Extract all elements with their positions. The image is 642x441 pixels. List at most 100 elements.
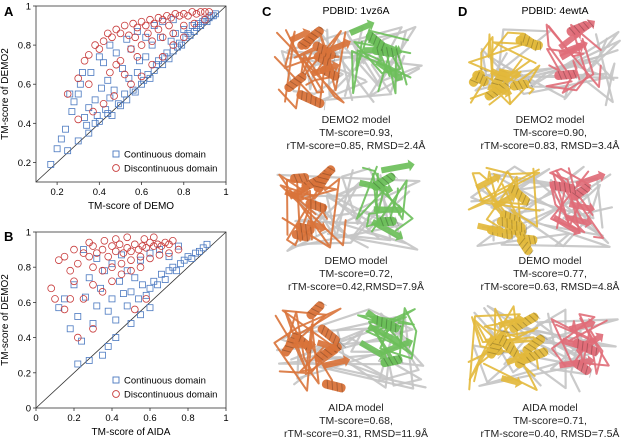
data-point-discontinuous (60, 252, 69, 261)
x-axis-label: TM-score of DEMO (88, 201, 174, 212)
strand-arrow (288, 28, 311, 44)
helix-stripe (305, 223, 307, 234)
data-point-continuous (93, 302, 101, 310)
strand-arrow (490, 68, 512, 84)
helix-body (313, 171, 331, 193)
ribbon-trace (281, 178, 341, 249)
ribbon-trace (471, 170, 497, 202)
strand-arrow (568, 201, 595, 215)
helix-stripe (573, 25, 581, 33)
helix-element (313, 171, 332, 193)
caption-d-demo2: DEMO2 model TM-score=0.90, rTM-score=0.8… (462, 114, 638, 153)
helix-stripe (306, 232, 309, 242)
helix-stripe (336, 337, 341, 348)
y-tick-label: 1 (26, 228, 31, 239)
beta-strand (284, 188, 305, 203)
data-point-continuous (78, 337, 85, 345)
beta-strand (367, 323, 401, 346)
helix-stripe (479, 74, 484, 84)
helix-stripe (494, 78, 504, 82)
data-point-continuous (108, 295, 116, 303)
data-point-continuous (106, 41, 114, 49)
helix-stripe (289, 80, 298, 87)
strand-arrow (379, 337, 414, 356)
helix-stripe (572, 69, 578, 79)
helix-body (566, 20, 590, 36)
helix-stripe (284, 345, 295, 349)
data-point-discontinuous (89, 280, 97, 289)
data-point-discontinuous (205, 8, 213, 16)
data-point-discontinuous (171, 10, 180, 18)
ribbon-trace (326, 25, 417, 102)
caption-rtm-rmsd: rTM-score=0.63, RMSD=4.8Å (480, 281, 620, 293)
strand-arrow (349, 19, 375, 36)
data-point-discontinuous (192, 10, 201, 18)
helix-stripe (580, 186, 589, 193)
helix-stripe (516, 221, 518, 231)
helix-stripe (380, 41, 385, 52)
helix-stripe (523, 346, 533, 353)
strand-arrow (293, 338, 317, 351)
helix-stripe (331, 380, 334, 391)
data-point-continuous (165, 253, 173, 261)
beta-strand (505, 351, 528, 366)
helix-stripe (369, 32, 374, 42)
helix-stripe (328, 331, 333, 341)
helix-stripe (573, 184, 577, 194)
ribbon-trace (284, 310, 325, 373)
strand-arrow (491, 192, 517, 210)
data-point-discontinuous (131, 33, 140, 42)
helix-stripe (317, 52, 321, 62)
caption-model-name: DEMO2 model (515, 114, 585, 126)
data-point-continuous (106, 94, 114, 102)
helix-stripe (390, 321, 392, 331)
helix-element (566, 19, 595, 36)
scatter-plot-a: TM-score of DEMO TM-score of DEMO2 Conti… (0, 2, 229, 213)
helix-body (321, 379, 346, 393)
caption-model-name: DEMO2 model (321, 114, 391, 126)
data-point-discontinuous (158, 33, 167, 42)
data-point-discontinuous (119, 249, 128, 257)
strand-arrow (487, 84, 513, 98)
strand-arrow (367, 323, 401, 346)
helix-body (549, 180, 576, 193)
data-point-discontinuous (161, 238, 170, 247)
caption-model-name: AIDA model (328, 402, 384, 414)
helix-element (306, 300, 327, 320)
caption-rtm-rmsd: rTM-score=0.85, RMSD=2.4Å (286, 140, 426, 152)
helix-element (296, 90, 326, 111)
helix-stripe (380, 317, 383, 327)
helix-stripe (469, 79, 479, 84)
helix-stripe (511, 324, 519, 332)
scatter-plot-b: TM-score of AIDA TM-score of DEMO2 Conti… (0, 228, 229, 439)
data-point-discontinuous (140, 235, 149, 243)
data-point-continuous (112, 334, 120, 342)
data-point-discontinuous (179, 21, 188, 30)
helix-stripe (385, 319, 388, 329)
data-point-discontinuous (106, 68, 114, 77)
data-point-continuous (176, 260, 184, 268)
data-point-discontinuous (165, 249, 173, 257)
beta-strand (552, 214, 581, 236)
helix-stripe (394, 216, 399, 226)
helix-stripe (314, 304, 324, 310)
data-point-discontinuous (150, 233, 158, 242)
helix-stripe (502, 338, 508, 348)
data-point-discontinuous (79, 295, 88, 303)
data-point-discontinuous (51, 295, 59, 303)
helix-stripe (293, 173, 298, 183)
helix-stripe (501, 216, 503, 227)
helix-element (522, 347, 550, 364)
beta-strand (568, 317, 596, 333)
ribbon-trace (355, 165, 385, 220)
data-point-continuous (193, 24, 200, 31)
data-point-continuous (85, 129, 93, 137)
data-point-continuous (180, 256, 188, 264)
caption-tm-score: TM-score=0.72, (319, 268, 393, 280)
helix-stripe (539, 333, 548, 340)
strand-arrow (306, 219, 327, 233)
data-point-continuous (167, 37, 175, 45)
data-point-continuous (127, 288, 135, 296)
x-tick-label: 0.2 (51, 187, 64, 198)
protein-structure (273, 19, 423, 111)
